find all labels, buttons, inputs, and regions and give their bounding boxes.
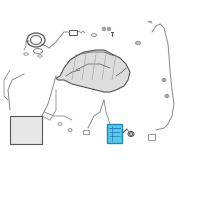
FancyBboxPatch shape <box>107 124 122 143</box>
Polygon shape <box>56 50 130 92</box>
FancyBboxPatch shape <box>10 116 42 144</box>
Ellipse shape <box>128 132 134 136</box>
